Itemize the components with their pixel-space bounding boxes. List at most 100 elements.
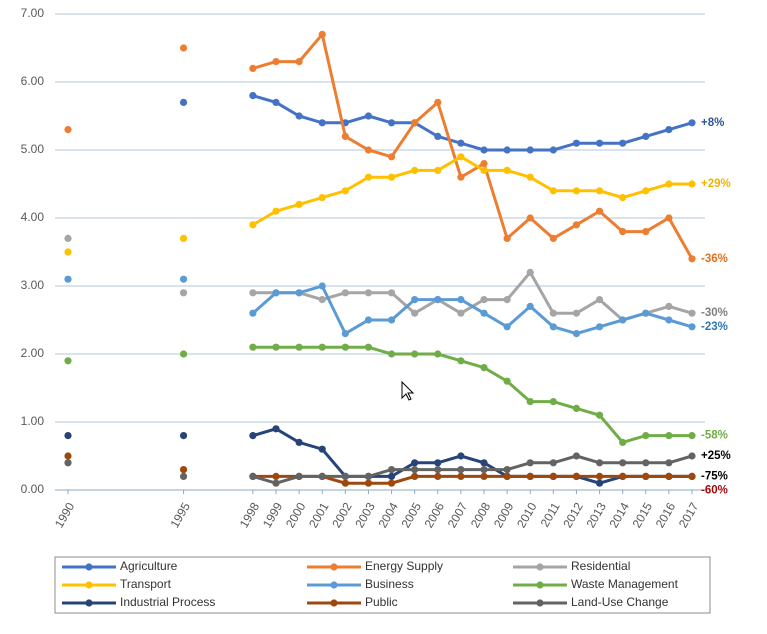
series-line: [251, 284, 693, 336]
point: [503, 377, 511, 385]
point: [480, 364, 488, 372]
point: [526, 146, 534, 154]
mouse-cursor: [401, 380, 415, 401]
point: [411, 472, 419, 480]
point: [387, 472, 396, 480]
point: [179, 44, 188, 52]
point: [318, 194, 326, 202]
point: [642, 432, 650, 440]
point: [503, 466, 511, 474]
point: [595, 459, 604, 467]
point: [364, 316, 373, 324]
end-label: -36%: [701, 253, 728, 265]
point: [411, 350, 419, 358]
point: [64, 357, 72, 365]
point: [665, 126, 673, 134]
point: [249, 343, 257, 351]
point: [364, 112, 373, 120]
legend-label: Transport: [120, 577, 172, 591]
point: [457, 153, 465, 161]
point: [272, 289, 280, 297]
x-tick-label: 2001: [306, 500, 332, 530]
point: [387, 173, 396, 181]
point: [642, 309, 650, 317]
point: [364, 173, 373, 181]
x-tick-label: 2015: [630, 500, 656, 530]
point: [619, 316, 627, 324]
point: [179, 234, 188, 242]
point: [64, 452, 72, 460]
point: [526, 214, 534, 222]
point: [480, 160, 488, 168]
point: [665, 316, 673, 324]
point: [480, 472, 488, 480]
point: [480, 146, 488, 154]
point: [457, 296, 465, 304]
end-label: +8%: [701, 117, 724, 129]
end-label: -58%: [701, 430, 728, 442]
x-tick-label: 2007: [445, 500, 471, 530]
point: [295, 343, 303, 351]
series-line: [252, 31, 694, 260]
point: [665, 180, 673, 188]
point: [179, 289, 188, 297]
point: [665, 214, 673, 222]
point: [526, 398, 534, 406]
point: [457, 173, 465, 181]
end-label: -75%: [701, 470, 728, 482]
point: [595, 479, 604, 487]
point: [64, 126, 72, 134]
point: [387, 289, 396, 297]
legend-label: Business: [365, 577, 414, 591]
legend-label: Public: [365, 595, 398, 609]
point: [64, 432, 72, 440]
point: [318, 472, 326, 480]
legend-swatch-dot: [85, 599, 93, 607]
point: [411, 309, 419, 317]
point: [619, 472, 627, 480]
end-label: -30%: [701, 307, 728, 319]
point: [549, 323, 557, 331]
point: [387, 466, 396, 474]
point: [341, 187, 349, 195]
end-label: +29%: [701, 178, 731, 190]
x-tick-label: 2004: [375, 500, 401, 530]
legend-swatch-dot: [536, 563, 544, 571]
point: [364, 472, 373, 480]
point: [457, 139, 465, 147]
point: [364, 146, 373, 154]
point: [688, 472, 696, 480]
point: [364, 479, 373, 487]
x-tick-label: 2005: [399, 500, 425, 530]
point: [387, 350, 396, 358]
point: [387, 153, 396, 161]
point: [503, 296, 511, 304]
point: [318, 343, 326, 351]
point: [249, 432, 257, 440]
point: [295, 289, 303, 297]
point: [387, 479, 396, 487]
point: [364, 289, 373, 297]
point: [665, 472, 673, 480]
point: [526, 472, 534, 480]
point: [572, 221, 581, 229]
point: [642, 228, 650, 236]
point: [688, 255, 696, 263]
point: [665, 302, 673, 310]
y-tick-label: 2.00: [21, 346, 45, 360]
point: [272, 58, 280, 66]
point: [595, 296, 604, 304]
series-line: [252, 94, 693, 152]
point: [549, 398, 557, 406]
x-tick-label: 2014: [607, 500, 633, 530]
point: [688, 452, 696, 460]
point: [642, 459, 650, 467]
point: [549, 234, 557, 242]
point: [249, 309, 257, 317]
series-line: [252, 155, 692, 227]
legend-box: [54, 556, 711, 614]
x-tick-label: 2013: [583, 500, 609, 530]
y-tick-label: 7.00: [21, 6, 45, 20]
point: [549, 459, 557, 467]
